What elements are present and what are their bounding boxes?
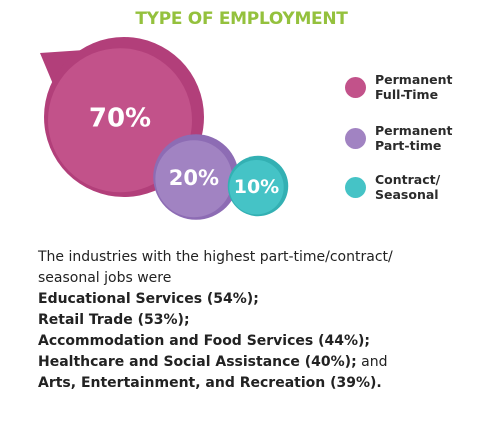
legend-label-full-time: Permanent Full-Time: [375, 72, 457, 102]
legend-label-line: Permanent: [375, 123, 453, 138]
legend-item-contract: Contract/ Seasonal: [345, 172, 457, 202]
industry-item: Educational Services (54%);: [38, 289, 478, 310]
industry-item-label: Retail Trade (53%);: [38, 312, 190, 328]
legend-swatch-contract: [345, 176, 366, 198]
legend-label-contract: Contract/ Seasonal: [375, 172, 457, 202]
legend-item-full-time: Permanent Full-Time: [345, 72, 457, 102]
chart-title: TYPE OF EMPLOYMENT: [135, 9, 348, 29]
legend-label-line: Seasonal: [375, 187, 439, 202]
intro-line-1: The industries with the highest part-tim…: [38, 249, 393, 265]
bubble-contract: 10%: [227, 155, 289, 217]
connector-word: and: [361, 354, 388, 370]
bubble-fill-part-time: [155, 140, 233, 218]
industry-item: Accommodation and Food Services (44%);: [38, 331, 478, 352]
bubble-fill-contract: [229, 159, 284, 215]
legend-swatch-part-time: [345, 127, 366, 149]
legend-label-part-time: Permanent Part-time: [375, 123, 457, 153]
industry-item-label: Accommodation and Food Services (44%);: [38, 333, 371, 349]
industry-item: Retail Trade (53%);: [38, 310, 478, 331]
intro-line-2: seasonal jobs were: [38, 270, 172, 286]
industry-item-label: Healthcare and Social Assistance (40%);: [38, 354, 357, 370]
industry-item-label: Educational Services (54%);: [38, 291, 259, 307]
bubble-part-time: 20%: [153, 134, 239, 220]
legend-item-part-time: Permanent Part-time: [345, 123, 457, 153]
bubble-label-part-time: 20%: [169, 166, 219, 190]
industry-item: Healthcare and Social Assistance (40%); …: [38, 352, 478, 373]
bubble-label-full-time: 70%: [89, 104, 151, 134]
legend-swatch-full-time: [345, 76, 366, 98]
legend-label-line: Contract/: [375, 172, 441, 187]
industry-item: Arts, Entertainment, and Recreation (39%…: [38, 373, 478, 394]
bubble-fill-full-time: [48, 48, 192, 193]
legend-label-line: Full-Time: [375, 87, 439, 102]
legend-label-line: Permanent: [375, 72, 453, 87]
bubble-label-contract: 10%: [234, 176, 279, 198]
legend-label-line: Part-time: [375, 138, 442, 153]
industry-item-label: Arts, Entertainment, and Recreation (39%…: [38, 375, 382, 391]
industries-text: The industries with the highest part-tim…: [38, 247, 478, 394]
